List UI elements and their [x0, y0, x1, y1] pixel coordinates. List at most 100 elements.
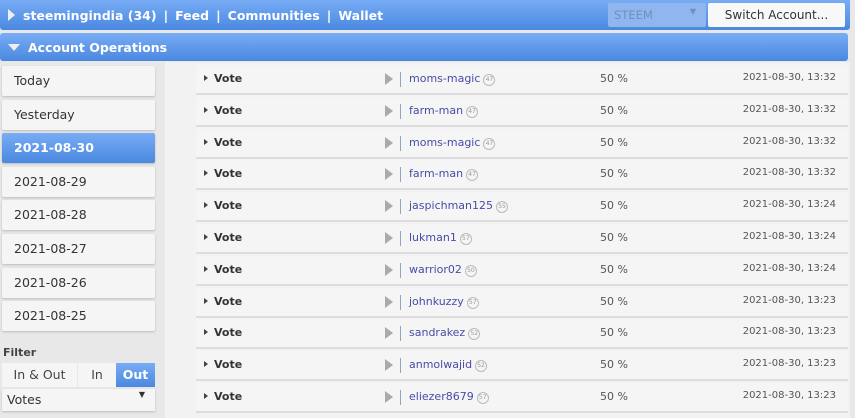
operation-type-select[interactable]: Votes ▼ — [2, 389, 155, 411]
expand-icon[interactable] — [204, 297, 208, 304]
user-link[interactable]: moms-magic 47 — [409, 135, 496, 150]
expand-icon[interactable] — [204, 234, 208, 240]
operation-row[interactable]: Vote eliezer8679 57 50 % 2021-08-30, 13:2… — [196, 383, 848, 413]
account-operations-header[interactable]: Account Operations — [0, 33, 848, 61]
reputation-badge: 47 — [466, 105, 479, 118]
username[interactable]: farm-man — [409, 167, 464, 181]
expand-icon[interactable] — [204, 170, 208, 177]
timestamp: 2021-08-30, 13:23 — [742, 294, 836, 306]
operation-type: Vote — [214, 262, 243, 276]
operation-type: Vote — [214, 326, 243, 340]
timestamp: 2021-08-30, 13:32 — [742, 72, 836, 83]
user-link[interactable]: moms-magic 47 — [409, 72, 496, 86]
operation-row[interactable]: Vote moms-magic 47 50 % 2021-08-30, 13:32 — [196, 65, 848, 95]
expand-icon[interactable] — [204, 202, 208, 209]
expand-arrow-icon[interactable] — [8, 9, 15, 21]
username[interactable]: farm-man — [409, 103, 464, 117]
operation-type: Vote — [214, 72, 243, 85]
section-title: Account Operations — [28, 39, 168, 55]
username[interactable]: sandrakez — [409, 326, 466, 340]
day-item[interactable]: 2021-08-25 — [2, 301, 155, 332]
username[interactable]: lukman1 — [409, 231, 457, 244]
operation-type: Vote — [214, 135, 243, 149]
operation-row[interactable]: Vote sandrakez 52 50 % 2021-08-30, 13:23 — [196, 319, 848, 350]
reputation-badge: 57 — [466, 296, 479, 309]
expand-icon[interactable] — [204, 361, 208, 368]
operation-type-value: Votes — [7, 392, 42, 407]
username[interactable]: moms-magic — [409, 135, 481, 149]
user-link[interactable]: anmolwajid 52 — [409, 358, 488, 373]
operation-row[interactable]: Vote farm-man 47 50 % 2021-08-30, 13:32 — [196, 96, 848, 127]
user-link[interactable]: jaspichman125 55 — [409, 199, 509, 214]
expand-icon[interactable] — [204, 393, 208, 399]
operation-type: Vote — [214, 294, 243, 308]
user-link[interactable]: sandrakez 52 — [409, 326, 481, 341]
currency-select[interactable]: STEEM ▼ — [608, 3, 706, 27]
filter-in-out[interactable]: In & Out — [2, 363, 77, 387]
nav-wallet[interactable]: Wallet — [338, 7, 384, 23]
filter-in[interactable]: In — [78, 363, 116, 387]
timestamp: 2021-08-30, 13:23 — [742, 358, 836, 370]
operation-row[interactable]: Vote moms-magic 47 50 % 2021-08-30, 13:32 — [196, 128, 848, 159]
filter-out[interactable]: Out — [116, 363, 155, 387]
play-icon — [385, 73, 393, 85]
username[interactable]: johnkuzzy — [409, 294, 464, 308]
divider — [400, 390, 401, 405]
username[interactable]: jaspichman125 — [409, 199, 494, 213]
reputation-badge: 47 — [483, 74, 496, 86]
username[interactable]: anmolwajid — [409, 358, 473, 372]
operation-row[interactable]: Vote warrior02 50 50 % 2021-08-30, 13:24 — [196, 255, 848, 286]
day-item[interactable]: 2021-08-30 — [2, 133, 155, 164]
nav-feed[interactable]: Feed — [175, 7, 210, 23]
timestamp: 2021-08-30, 13:32 — [742, 167, 836, 179]
reputation-badge: 57 — [476, 392, 489, 404]
play-icon — [385, 232, 393, 244]
operation-row[interactable]: Vote anmolwajid 52 50 % 2021-08-30, 13:23 — [196, 351, 848, 382]
play-icon — [385, 327, 393, 340]
day-item[interactable]: Today — [2, 66, 155, 96]
timestamp: 2021-08-30, 13:32 — [742, 135, 836, 147]
day-item[interactable]: Yesterday — [2, 99, 155, 130]
operation-row[interactable]: Vote lukman1 57 50 % 2021-08-30, 13:24 — [196, 224, 848, 254]
expand-icon[interactable] — [204, 138, 208, 145]
expand-icon[interactable] — [204, 265, 208, 272]
separator: | — [163, 7, 169, 23]
reputation-badge: 52 — [475, 360, 488, 373]
operation-row[interactable]: Vote farm-man 47 50 % 2021-08-30, 13:32 — [196, 160, 848, 191]
username[interactable]: moms-magic — [409, 72, 481, 85]
operation-row[interactable]: Vote jaspichman125 55 50 % 2021-08-30, 13… — [196, 192, 848, 223]
vote-weight: 50 % — [600, 358, 628, 372]
switch-account-button[interactable]: Switch Account... — [708, 3, 845, 27]
operation-row[interactable]: Vote johnkuzzy 57 50 % 2021-08-30, 13:23 — [196, 287, 848, 318]
user-link[interactable]: farm-man 47 — [409, 167, 479, 182]
user-link[interactable]: warrior02 50 — [409, 263, 477, 277]
operations-list: Vote moms-magic 47 50 % 2021-08-30, 13:32… — [165, 62, 850, 418]
day-item[interactable]: 2021-08-26 — [2, 267, 155, 298]
divider — [400, 135, 401, 151]
timestamp: 2021-08-30, 13:23 — [742, 390, 836, 401]
day-item[interactable]: 2021-08-27 — [2, 234, 155, 264]
user-link[interactable]: farm-man 47 — [409, 103, 479, 118]
nav-communities[interactable]: Communities — [227, 7, 320, 23]
day-item[interactable]: 2021-08-28 — [2, 200, 155, 231]
user-link[interactable]: eliezer8679 57 — [409, 390, 489, 404]
expand-icon[interactable] — [204, 329, 208, 336]
operation-type: Vote — [214, 199, 243, 213]
timestamp: 2021-08-30, 13:24 — [742, 262, 836, 274]
divider — [400, 294, 401, 310]
separator: | — [216, 7, 221, 23]
user-link[interactable]: johnkuzzy 57 — [409, 295, 479, 309]
username[interactable]: eliezer8679 — [409, 390, 474, 403]
play-icon — [385, 391, 393, 403]
day-item[interactable]: 2021-08-29 — [2, 166, 155, 197]
expand-icon[interactable] — [204, 106, 208, 113]
reputation-badge: 47 — [483, 137, 496, 150]
play-icon — [385, 136, 393, 149]
timestamp: 2021-08-30, 13:24 — [742, 199, 836, 211]
user-link[interactable]: lukman1 57 — [409, 231, 472, 245]
username[interactable]: warrior02 — [409, 262, 462, 276]
account-link[interactable]: steemingindia (34) — [23, 7, 157, 23]
divider — [400, 72, 401, 87]
reputation-badge: 52 — [468, 328, 481, 341]
expand-icon[interactable] — [204, 75, 208, 81]
